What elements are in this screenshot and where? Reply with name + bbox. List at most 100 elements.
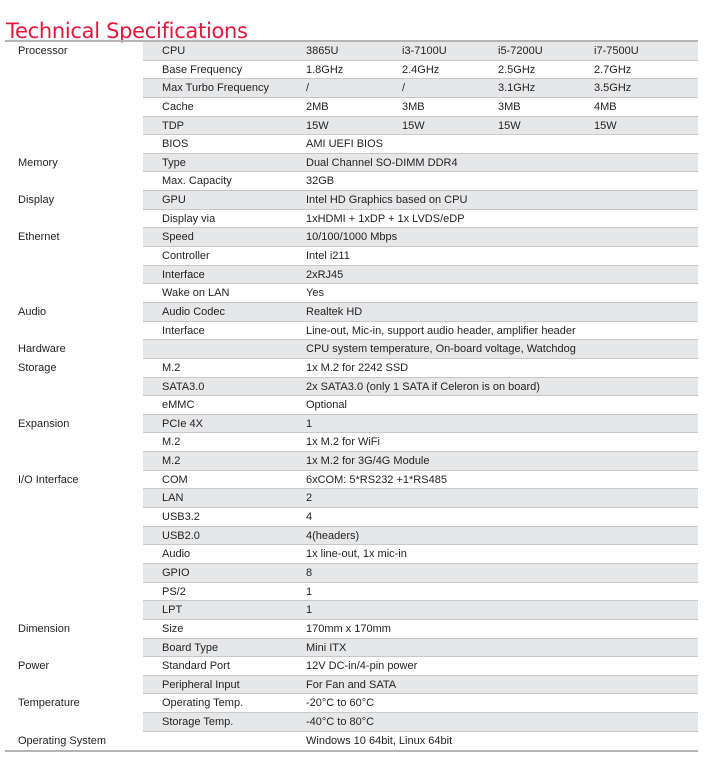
table-row: Base Frequency 1.8GHz 2.4GHz 2.5GHz 2.7GHz	[5, 61, 698, 80]
row-background	[143, 42, 698, 61]
table-row: Audio 1x line-out, 1x mic-in	[5, 545, 698, 564]
row-background	[143, 153, 698, 173]
spec-label: Max Turbo Frequency	[162, 82, 269, 95]
spec-value: Windows 10 64bit, Linux 64bit	[306, 734, 453, 747]
group-label: Expansion	[18, 417, 70, 430]
spec-value: 3.1GHz	[498, 82, 536, 95]
table-row: Processor CPU 3865U i3-7100U i5-7200U i7-7500…	[5, 42, 698, 61]
table-row: LPT 1	[5, 601, 698, 620]
row-background	[143, 657, 698, 676]
group-label: Display	[18, 194, 55, 207]
table-row: Hardware CPU system temperature, On-board…	[5, 340, 698, 359]
table-row: eMMC Optional	[5, 396, 698, 415]
row-background	[143, 471, 698, 490]
table-row: Audio Audio Codec Realtek HD	[5, 302, 698, 322]
spec-value: -40°C to 80°C	[306, 716, 375, 729]
row-background	[143, 508, 698, 527]
page-title: Technical Specifications	[6, 19, 248, 44]
spec-value: i7-7500U	[594, 45, 639, 57]
spec-value: 3.5GHz	[594, 82, 632, 95]
spec-value: 15W	[306, 119, 329, 132]
spec-value: 2xRJ45	[306, 268, 344, 281]
spec-label: Audio	[162, 548, 191, 561]
table-row: Board Type Mini ITX	[5, 638, 698, 658]
row-background	[143, 98, 698, 117]
spec-value: 10/100/1000 Mbps	[306, 231, 398, 244]
spec-value: 170mm x 170mm	[306, 622, 391, 635]
table-row: M.2 1x M.2 for 3G/4G Module	[5, 452, 698, 471]
row-background	[143, 377, 698, 397]
row-background	[143, 545, 698, 564]
spec-label: Operating Temp.	[162, 697, 244, 710]
table-row: Peripheral Input For Fan and SATA	[5, 675, 698, 695]
spec-label: Size	[162, 622, 184, 635]
spec-value: Mini ITX	[306, 641, 347, 654]
spec-label: Speed	[162, 231, 194, 244]
spec-value: For Fan and SATA	[306, 678, 397, 691]
row-background	[143, 433, 698, 453]
spec-label: M.2	[162, 436, 181, 449]
spec-label: LPT	[162, 604, 183, 617]
spec-value: 1.8GHz	[306, 63, 344, 76]
row-background	[143, 191, 698, 210]
spec-label: PCIe 4X	[162, 417, 203, 430]
table-row: Memory Type Dual Channel SO-DIMM DDR4	[5, 153, 698, 173]
row-background	[143, 228, 698, 248]
row-background	[143, 675, 698, 695]
spec-value: 3MB	[402, 100, 425, 113]
table-row: USB2.0 4(headers)	[5, 526, 698, 546]
row-background	[143, 359, 698, 378]
group-label: Hardware	[18, 343, 66, 356]
table-row: SATA3.0 2x SATA3.0 (only 1 SATA if Celero…	[5, 377, 698, 397]
group-label: Temperature	[18, 697, 80, 710]
spec-value: 3MB	[498, 100, 521, 113]
row-background	[143, 116, 698, 136]
spec-label: Standard Port	[162, 660, 230, 673]
table-row: I/O Interface COM 6xCOM: 5*RS232 +1*RS485	[5, 471, 698, 490]
row-background	[143, 79, 698, 98]
spec-label: Cache	[162, 100, 194, 113]
spec-value: 1	[306, 585, 313, 598]
table-row: BIOS AMI UEFI BIOS	[5, 135, 698, 154]
spec-value: 3865U	[306, 45, 339, 57]
table-row: Interface Line-out, Mic-in, support audio…	[5, 322, 698, 341]
spec-value: AMI UEFI BIOS	[306, 138, 384, 151]
spec-value: 15W	[498, 119, 521, 132]
spec-label: Storage Temp.	[162, 716, 234, 729]
spec-value: 1	[306, 604, 313, 617]
spec-value: 32GB	[306, 175, 335, 188]
spec-value: 2.5GHz	[498, 63, 536, 76]
spec-value: /	[402, 82, 406, 95]
row-background	[143, 414, 698, 434]
spec-label: CPU	[162, 45, 186, 57]
spec-value: 2MB	[306, 100, 329, 113]
row-background	[143, 61, 698, 80]
row-background	[143, 694, 698, 714]
spec-label: PS/2	[162, 585, 186, 598]
row-background	[143, 713, 698, 732]
spec-value: Dual Channel SO-DIMM DDR4	[306, 156, 458, 169]
spec-value: 2.4GHz	[402, 63, 440, 76]
table-row: Max Turbo Frequency / / 3.1GHz 3.5GHz	[5, 79, 698, 98]
table-row: USB3.2 4	[5, 508, 698, 527]
spec-label: Wake on LAN	[162, 287, 230, 300]
spec-label: Controller	[162, 250, 210, 263]
spec-label: Max. Capacity	[162, 175, 232, 188]
spec-value: Line-out, Mic-in, support audio header, …	[306, 324, 576, 337]
spec-value: 4MB	[594, 100, 617, 113]
spec-label: Display via	[162, 212, 216, 225]
spec-label: USB2.0	[162, 529, 200, 542]
spec-value: 1x M.2 for 3G/4G Module	[306, 455, 430, 468]
spec-value: 8	[306, 566, 313, 579]
spec-value: 2.7GHz	[594, 63, 632, 76]
spec-value: CPU system temperature, On-board voltage…	[306, 343, 576, 356]
spec-value: 1x M.2 for 2242 SSD	[306, 361, 409, 374]
group-label: Processor	[18, 45, 68, 57]
group-label: Audio	[18, 305, 47, 318]
spec-value: 4	[306, 511, 313, 524]
group-label: Storage	[18, 361, 57, 374]
table-row: TDP 15W 15W 15W 15W	[5, 116, 698, 136]
spec-label: Type	[162, 156, 186, 169]
table-row: Max. Capacity 32GB	[5, 172, 698, 192]
table-row: Display via 1xHDMI + 1xDP + 1x LVDS/eDP	[5, 210, 698, 229]
